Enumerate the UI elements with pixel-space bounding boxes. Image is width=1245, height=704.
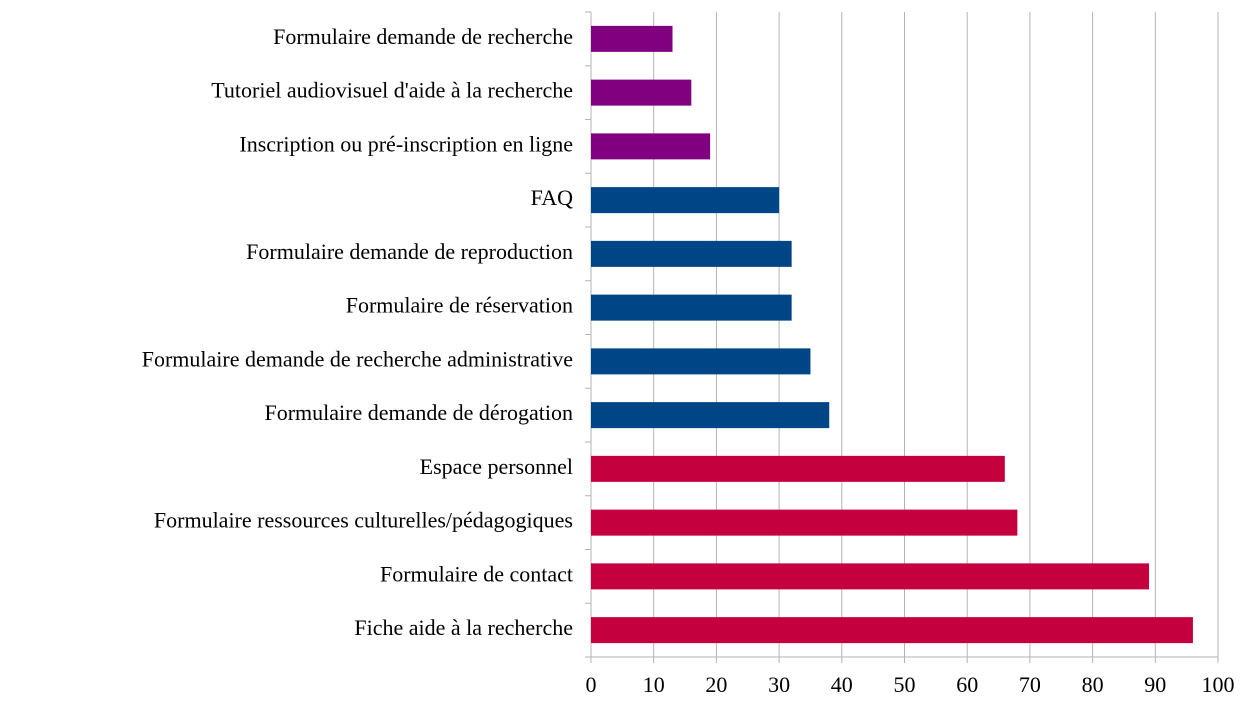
bar — [591, 509, 1018, 536]
bar — [591, 240, 792, 267]
y-tick-label: FAQ — [531, 185, 573, 210]
bar — [591, 617, 1193, 644]
x-tick-label: 40 — [831, 672, 853, 697]
x-tick-label: 30 — [768, 672, 790, 697]
y-tick-label: Espace personnel — [420, 454, 573, 479]
y-tick-label: Formulaire demande de recherche administ… — [142, 346, 573, 371]
y-tick-label: Tutoriel audiovisuel d'aide à la recherc… — [211, 78, 573, 103]
y-tick-label: Formulaire demande de dérogation — [264, 400, 573, 425]
bar — [591, 563, 1150, 590]
x-tick-label: 10 — [643, 672, 665, 697]
y-tick-label: Formulaire demande de recherche — [273, 24, 573, 49]
bar — [591, 79, 692, 106]
x-tick-label: 50 — [894, 672, 916, 697]
y-tick-label: Formulaire demande de reproduction — [246, 239, 573, 264]
x-tick-label: 100 — [1202, 672, 1235, 697]
bar — [591, 133, 711, 160]
y-tick-label: Formulaire de contact — [380, 561, 573, 586]
y-tick-label: Formulaire de réservation — [346, 293, 573, 318]
bar — [591, 25, 673, 52]
x-tick-label: 90 — [1144, 672, 1166, 697]
bar — [591, 348, 811, 375]
y-tick-label: Formulaire ressources culturelles/pédago… — [154, 508, 573, 533]
y-tick-label: Fiche aide à la recherche — [354, 615, 573, 640]
y-tick-label: Inscription ou pré-inscription en ligne — [239, 131, 573, 156]
bar — [591, 455, 1005, 482]
bar — [591, 294, 792, 321]
bar — [591, 402, 830, 429]
bar — [591, 187, 780, 214]
x-tick-label: 70 — [1019, 672, 1041, 697]
x-tick-label: 20 — [705, 672, 727, 697]
x-tick-label: 80 — [1082, 672, 1104, 697]
x-tick-label: 60 — [956, 672, 978, 697]
x-tick-label: 0 — [586, 672, 597, 697]
